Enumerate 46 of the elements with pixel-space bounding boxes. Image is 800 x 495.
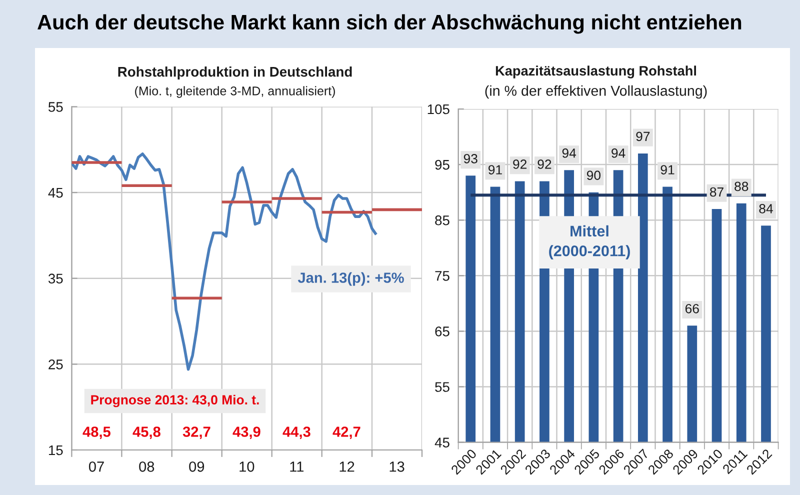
y-tick-label: 75 bbox=[435, 271, 450, 281]
x-tick-label: 11 bbox=[290, 462, 304, 472]
annotation: 43,9 bbox=[232, 426, 260, 440]
annotation: 32,7 bbox=[182, 426, 210, 440]
data-label: 94 bbox=[562, 148, 576, 158]
x-tick-label: 08 bbox=[139, 461, 154, 472]
data-label: 91 bbox=[488, 165, 502, 174]
data-label: 66 bbox=[685, 304, 699, 314]
chart-title: Rohstahlproduktion in Deutschland bbox=[118, 66, 352, 80]
x-tick-label: 12 bbox=[340, 461, 354, 472]
y-tick-label: 55 bbox=[48, 102, 63, 112]
x-tick-label: 13 bbox=[390, 461, 404, 472]
annotation: 45,8 bbox=[132, 426, 160, 440]
data-label: 94 bbox=[612, 148, 626, 158]
y-tick-label: 105 bbox=[428, 104, 450, 114]
y-tick-label: 15 bbox=[48, 445, 63, 456]
data-label: 92 bbox=[513, 160, 527, 169]
y-tick-label: 65 bbox=[435, 326, 450, 336]
ref-line-label: Mittel (2000-2011) bbox=[549, 225, 630, 260]
annotation: Prognose 2013: 43,0 Mio. t. bbox=[91, 394, 259, 408]
data-label: 97 bbox=[636, 132, 650, 142]
y-tick-label: 45 bbox=[434, 438, 450, 448]
data-label: 87 bbox=[710, 187, 724, 197]
data-label: 84 bbox=[759, 204, 773, 214]
annotation: 44,3 bbox=[282, 426, 310, 440]
y-tick-label: 35 bbox=[48, 274, 63, 284]
y-tick-label: 45 bbox=[48, 188, 63, 198]
data-label: 90 bbox=[586, 170, 601, 180]
annotation: 48,5 bbox=[82, 426, 110, 440]
x-tick-label: 09 bbox=[189, 461, 204, 472]
chart-title: Kapazitätsauslastung Rohstahl bbox=[496, 66, 696, 78]
x-tick-label: 10 bbox=[240, 461, 254, 472]
data-label: 91 bbox=[660, 165, 674, 174]
y-tick-label: 55 bbox=[435, 382, 450, 392]
data-label: 88 bbox=[734, 182, 748, 192]
annotation: Jan. 13(p): +5% bbox=[298, 272, 404, 286]
chart-subtitle: (in % der effektiven Vollauslastung) bbox=[485, 85, 707, 99]
x-tick-label: 07 bbox=[88, 461, 104, 472]
data-label: 93 bbox=[464, 154, 478, 164]
annotation: 42,7 bbox=[332, 426, 360, 440]
data-label: 92 bbox=[538, 160, 552, 169]
y-tick-label: 25 bbox=[48, 360, 63, 370]
text: Auch der deutsche Markt kann sich der Abschwächung nicht entziehen bbox=[38, 14, 742, 34]
chart-subtitle: (Mio. t, gleitende 3-MD, annualisiert) bbox=[135, 86, 335, 98]
y-tick-label: 85 bbox=[435, 215, 450, 226]
y-tick-label: 95 bbox=[435, 160, 450, 170]
